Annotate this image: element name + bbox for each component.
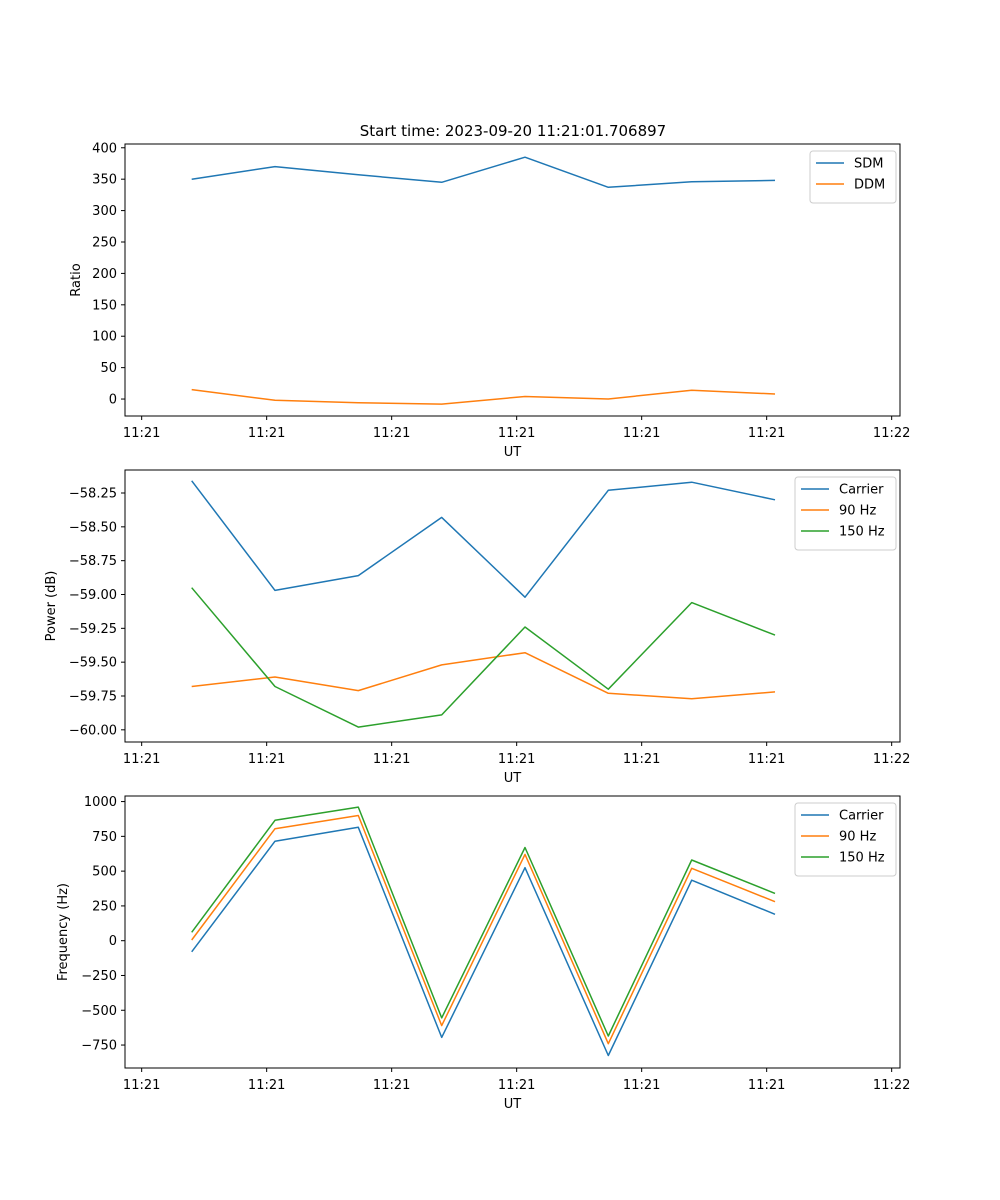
y-tick-label: −58.50 <box>69 520 117 535</box>
series-line-ddm <box>191 388 776 405</box>
x-tick-label: 11:21 <box>498 426 535 441</box>
y-tick-label: 100 <box>92 330 117 345</box>
legend-label-90-hz: 90 Hz <box>839 830 876 845</box>
x-tick-label: 11:21 <box>748 426 785 441</box>
ratio-panel: 11:21 11:21 11:21 11:21 11:21 11:21 11:22 0 50 10… <box>69 141 910 460</box>
y-tick-label: −59.75 <box>69 689 117 704</box>
x-tick-label: 11:21 <box>123 752 160 767</box>
axes-frame <box>124 143 901 417</box>
x-tick-label: 11:22 <box>873 426 910 441</box>
y-tick-label: 250 <box>92 235 117 250</box>
x-tick-label: 11:21 <box>248 426 285 441</box>
legend-label-sdm: SDM <box>854 157 883 172</box>
x-tick-label: 11:22 <box>873 752 910 767</box>
y-tick-label: 300 <box>92 204 117 219</box>
legend-label-ddm: DDM <box>854 178 885 193</box>
x-axis-label: UT <box>504 771 522 786</box>
x-tick-label: 11:21 <box>373 426 410 441</box>
series-line-carrier <box>191 480 776 598</box>
y-tick-label: 750 <box>92 830 117 845</box>
x-axis-label: UT <box>504 445 522 460</box>
x-tick-label: 11:21 <box>748 1078 785 1093</box>
x-tick-label: 11:21 <box>623 426 660 441</box>
y-tick-label: 150 <box>92 298 117 313</box>
y-tick-label: −59.25 <box>69 622 117 637</box>
x-tick-label: 11:21 <box>248 1078 285 1093</box>
y-tick-label: 350 <box>92 173 117 188</box>
y-tick-label: 50 <box>100 361 117 376</box>
y-tick-label: 1000 <box>84 795 117 810</box>
y-tick-label: 0 <box>109 393 117 408</box>
x-tick-label: 11:21 <box>498 1078 535 1093</box>
x-tick-label: 11:21 <box>248 752 285 767</box>
y-tick-label: −58.25 <box>69 487 117 502</box>
frequency-panel: 11:21 11:21 11:21 11:21 11:21 11:21 11:22 −750 −… <box>56 795 910 1112</box>
series-line-90-hz <box>191 651 776 700</box>
y-tick-label: 250 <box>92 899 117 914</box>
y-axis-label: Ratio <box>69 263 84 296</box>
power-panel: 11:21 11:21 11:21 11:21 11:21 11:21 11:22 −60.0… <box>44 469 910 786</box>
x-tick-label: 11:21 <box>748 752 785 767</box>
x-tick-label: 11:21 <box>123 1078 160 1093</box>
y-tick-label: −750 <box>81 1039 117 1054</box>
x-tick-label: 11:21 <box>123 426 160 441</box>
x-tick-label: 11:22 <box>873 1078 910 1093</box>
x-axis-label: UT <box>504 1097 522 1112</box>
x-tick-label: 11:21 <box>623 752 660 767</box>
y-tick-label: 400 <box>92 141 117 156</box>
legend-label-carrier: Carrier <box>839 483 884 498</box>
x-tick-label: 11:21 <box>373 752 410 767</box>
y-tick-label: −59.50 <box>69 656 117 671</box>
chart-title: Start time: 2023-09-20 11:21:01.706897 <box>360 122 666 140</box>
legend-label-150-hz: 150 Hz <box>839 525 885 540</box>
series-line-90-hz <box>191 814 776 1045</box>
legend-label-carrier: Carrier <box>839 809 884 824</box>
legend-label-90-hz: 90 Hz <box>839 504 876 519</box>
y-tick-label: −60.00 <box>69 723 117 738</box>
x-tick-label: 11:21 <box>373 1078 410 1093</box>
y-tick-label: 200 <box>92 267 117 282</box>
axes-frame <box>124 795 901 1069</box>
y-tick-label: 500 <box>92 865 117 880</box>
legend-label-150-hz: 150 Hz <box>839 851 885 866</box>
y-axis-label: Frequency (Hz) <box>56 883 71 981</box>
y-tick-label: −58.75 <box>69 554 117 569</box>
y-tick-label: 0 <box>109 934 117 949</box>
y-tick-label: −250 <box>81 969 117 984</box>
series-line-carrier <box>191 826 776 1057</box>
series-line-150-hz <box>191 587 776 728</box>
x-tick-label: 11:21 <box>623 1078 660 1093</box>
y-tick-label: −500 <box>81 1004 117 1019</box>
x-tick-label: 11:21 <box>498 752 535 767</box>
legend-box <box>809 150 897 204</box>
series-line-150-hz <box>191 806 776 1037</box>
y-axis-label: Power (dB) <box>44 571 59 642</box>
y-tick-label: −59.00 <box>69 588 117 603</box>
series-line-sdm <box>191 156 776 189</box>
axes-frame <box>124 469 901 743</box>
